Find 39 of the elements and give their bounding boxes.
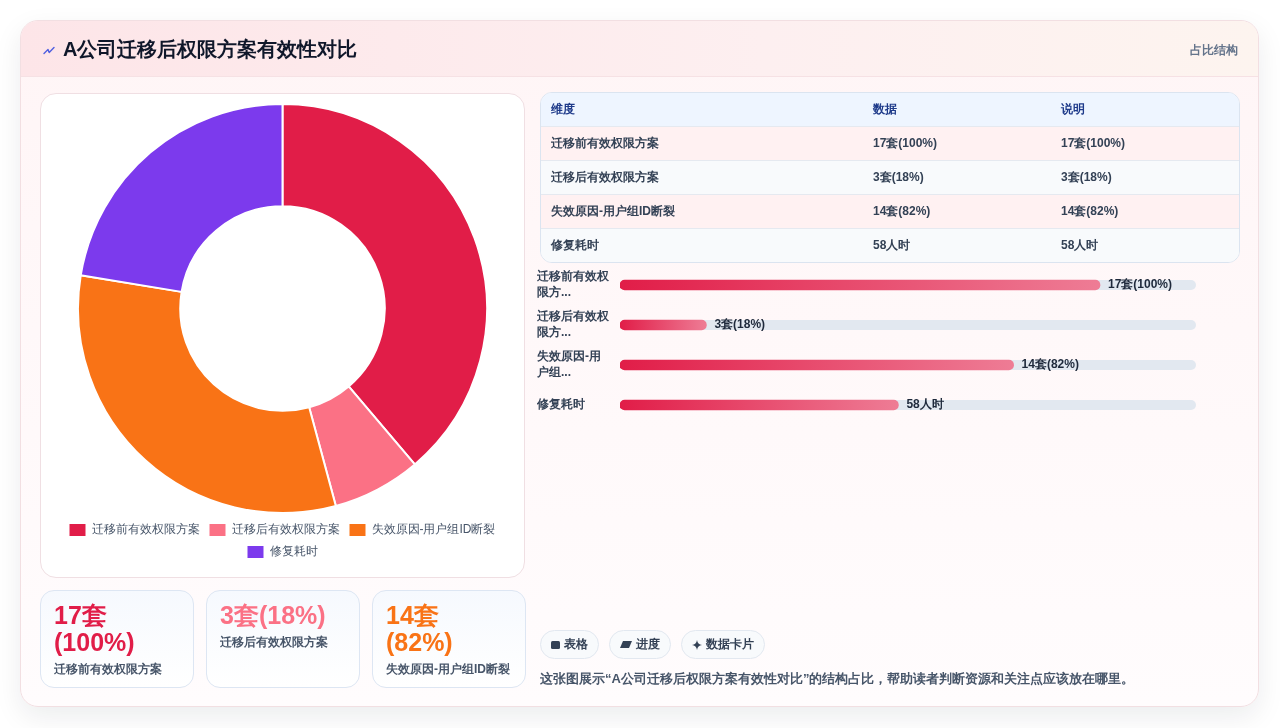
text: 17套(100%): [873, 136, 938, 150]
category-label: 迁移前有效权限方案: [54, 661, 163, 678]
text: 14套(82%): [386, 601, 453, 656]
bar: [620, 319, 707, 331]
data-label: 3套(18%): [714, 317, 766, 332]
text: 3套(18%): [873, 170, 924, 184]
text: 占比结构: [1190, 42, 1238, 59]
data-label: 17套(100%): [1108, 277, 1173, 292]
category-label: 数据卡片: [706, 636, 754, 653]
category-label: 迁移前有效权限方案: [551, 136, 659, 150]
category-label: 失效原因-用户组ID断裂: [551, 204, 675, 218]
data-label: 58人时: [906, 397, 944, 412]
text: A公司迁移后权限方案有效性对比: [63, 37, 358, 61]
y-tick-label: 迁移后有效权限方...: [536, 309, 610, 340]
legend-label: 迁移后有效权限方案: [231, 522, 340, 537]
category-label: 迁移后有效权限方案: [220, 634, 329, 651]
category-label: 失效原因-用户组ID断裂: [386, 661, 511, 678]
category-label: 说明: [1051, 93, 1239, 126]
category-label: 迁移后有效权限方案: [551, 170, 659, 184]
y-tick-label: 失效原因-用户组...: [536, 349, 601, 380]
text: 58人时: [873, 238, 911, 252]
text: 3套(18%): [1061, 170, 1112, 184]
category-label: 进度: [636, 636, 660, 653]
category-label: 表格: [564, 636, 588, 653]
text: 这张图展示“A公司迁移后权限方案有效性对比”的结构占比，帮助读者判断资源和关注点应该放在哪里。: [540, 670, 1136, 687]
text: 58人时: [1061, 238, 1099, 252]
data-label: 14套(82%): [1021, 357, 1079, 372]
text: 维度: [541, 93, 863, 126]
text: 14套(82%): [1061, 204, 1119, 218]
y-tick-label: 修复耗时: [536, 397, 585, 412]
category-label: 数据: [863, 93, 1051, 126]
text: 14套(82%): [873, 204, 931, 218]
legend-label: 修复耗时: [269, 544, 318, 559]
text: 17套(100%): [54, 601, 135, 656]
text: 3套(18%): [220, 601, 326, 629]
text: 17套(100%): [1061, 136, 1126, 150]
legend-label: 迁移前有效权限方案: [91, 522, 200, 537]
y-tick-label: 迁移前有效权限方...: [536, 269, 610, 300]
legend-label: 失效原因-用户组ID断裂: [371, 522, 496, 537]
